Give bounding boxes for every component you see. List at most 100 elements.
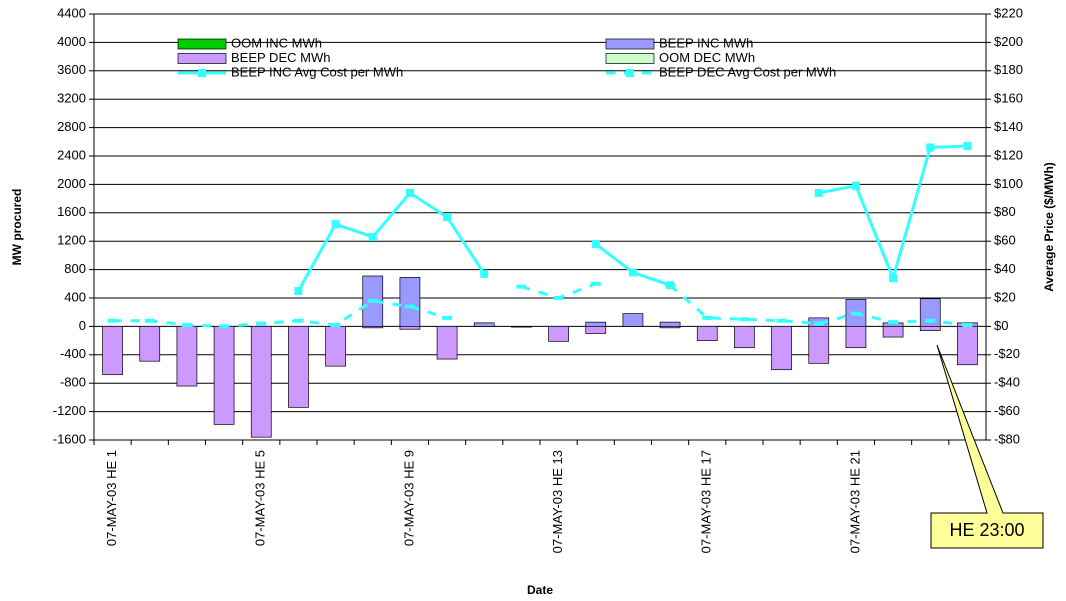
y-tick-label: -400 xyxy=(60,346,86,361)
y2-tick-label: $20 xyxy=(994,289,1016,304)
x-tick-label: 07-MAY-03 HE 9 xyxy=(401,450,416,546)
y-tick-label: 1200 xyxy=(57,233,86,248)
marker xyxy=(442,315,453,320)
marker xyxy=(256,321,267,326)
y2-tick-label: -$40 xyxy=(994,375,1020,390)
x-tick-label: 07-MAY-03 HE 17 xyxy=(699,450,714,553)
y-tick-label: 2000 xyxy=(57,176,86,191)
y2-axis-title: Average Price ($/MWh) xyxy=(1042,162,1056,292)
line xyxy=(669,284,968,327)
marker xyxy=(591,240,600,249)
line xyxy=(297,190,486,292)
bar xyxy=(139,326,161,362)
bar xyxy=(622,313,644,327)
line xyxy=(112,299,448,328)
y-tick-label: 3200 xyxy=(57,91,86,106)
legend-label: BEEP INC Avg Cost per MWh xyxy=(231,64,403,79)
legend-entry: OOM DEC MWh xyxy=(605,50,755,65)
legend-swatch xyxy=(605,38,655,50)
bar xyxy=(176,326,198,387)
marker xyxy=(628,268,637,277)
bar xyxy=(399,277,421,327)
marker xyxy=(851,181,860,190)
y2-tick-label: $80 xyxy=(994,204,1016,219)
marker xyxy=(814,188,823,197)
marker xyxy=(443,213,452,222)
legend-entry: BEEP INC MWh xyxy=(605,35,753,50)
marker xyxy=(331,220,340,229)
y2-tick-label: -$80 xyxy=(994,431,1020,446)
y-tick-label: 400 xyxy=(64,289,86,304)
y2-tick-label: $160 xyxy=(994,91,1023,106)
marker xyxy=(962,322,973,327)
bar xyxy=(808,326,830,364)
legend-entry: OOM INC MWh xyxy=(177,35,322,50)
marker xyxy=(739,317,750,322)
marker xyxy=(963,142,972,151)
bar xyxy=(102,326,123,376)
y-tick-label: 800 xyxy=(64,261,86,276)
legend-entry: BEEP DEC Avg Cost per MWh xyxy=(606,64,836,79)
y2-tick-label: $200 xyxy=(994,34,1023,49)
legend-entry: BEEP DEC MWh xyxy=(177,50,330,65)
marker xyxy=(404,304,415,309)
marker xyxy=(590,281,601,286)
y-tick-label: 1600 xyxy=(57,204,86,219)
bar xyxy=(250,326,272,438)
x-axis-title: Date xyxy=(527,583,553,597)
marker xyxy=(702,315,713,320)
y2-tick-label: -$60 xyxy=(994,403,1020,418)
y2-tick-label: $180 xyxy=(994,62,1023,77)
x-tick-label: 07-MAY-03 HE 5 xyxy=(253,450,268,546)
x-tick-label: 07-MAY-03 HE 1 xyxy=(104,450,119,546)
marker xyxy=(181,322,192,327)
marker xyxy=(776,318,787,323)
y-tick-label: -1200 xyxy=(53,403,86,418)
bar xyxy=(325,326,346,367)
marker xyxy=(107,318,118,323)
bar xyxy=(362,326,384,329)
legend-label: OOM INC MWh xyxy=(231,35,322,50)
y2-tick-label: $40 xyxy=(994,261,1016,276)
legend-marker xyxy=(626,69,634,77)
bar xyxy=(845,326,867,349)
marker xyxy=(293,318,304,323)
legend-swatch xyxy=(605,53,655,64)
callout xyxy=(930,344,1044,549)
bar xyxy=(771,326,792,371)
y-axis-title: MW procured xyxy=(10,189,24,266)
line xyxy=(520,282,597,300)
bar xyxy=(511,326,532,328)
marker xyxy=(367,298,378,303)
y-tick-label: -1600 xyxy=(53,431,86,446)
legend-label: BEEP DEC Avg Cost per MWh xyxy=(659,64,836,79)
y-tick-label: 2400 xyxy=(57,147,86,162)
legend-swatch xyxy=(177,38,227,50)
marker xyxy=(925,318,936,323)
y2-tick-label: $220 xyxy=(994,5,1023,20)
bar xyxy=(882,326,904,338)
y2-tick-label: $0 xyxy=(994,318,1008,333)
bar xyxy=(473,322,495,327)
bar xyxy=(288,326,309,408)
annotation: HE 23:00 xyxy=(949,520,1024,540)
marker xyxy=(330,322,341,327)
y2-tick-label: $60 xyxy=(994,233,1016,248)
line xyxy=(818,144,968,283)
marker xyxy=(553,296,564,300)
marker xyxy=(219,324,230,329)
y-tick-label: 4400 xyxy=(57,5,86,20)
bar xyxy=(399,326,421,330)
marker xyxy=(926,143,935,152)
y-tick-label: 0 xyxy=(79,318,86,333)
bar xyxy=(919,326,941,332)
marker xyxy=(889,274,898,283)
marker xyxy=(368,232,377,241)
legend-label: BEEP INC MWh xyxy=(659,35,753,50)
marker xyxy=(405,188,414,197)
legend-swatch xyxy=(177,53,227,64)
bar xyxy=(585,326,607,334)
bar xyxy=(696,326,718,341)
x-tick-label: 07-MAY-03 HE 13 xyxy=(550,450,565,553)
